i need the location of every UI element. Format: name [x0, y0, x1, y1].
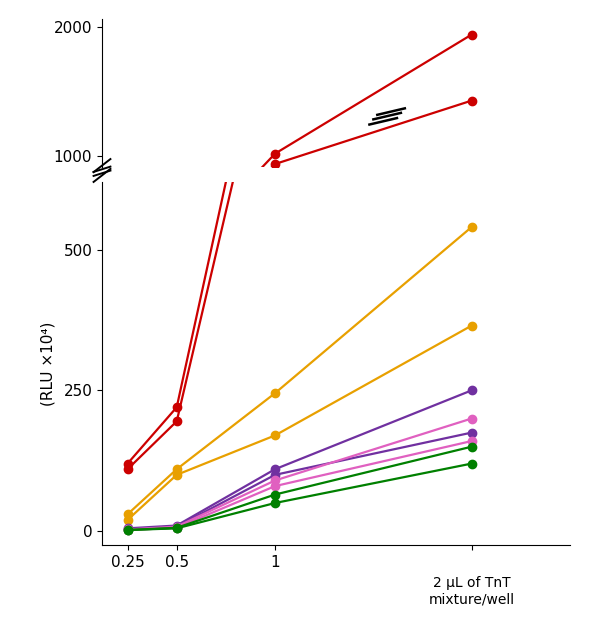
Y-axis label: (RLU ×10⁴): (RLU ×10⁴) — [40, 321, 55, 406]
Text: 2 μL of TnT
mixture/well: 2 μL of TnT mixture/well — [428, 576, 515, 606]
